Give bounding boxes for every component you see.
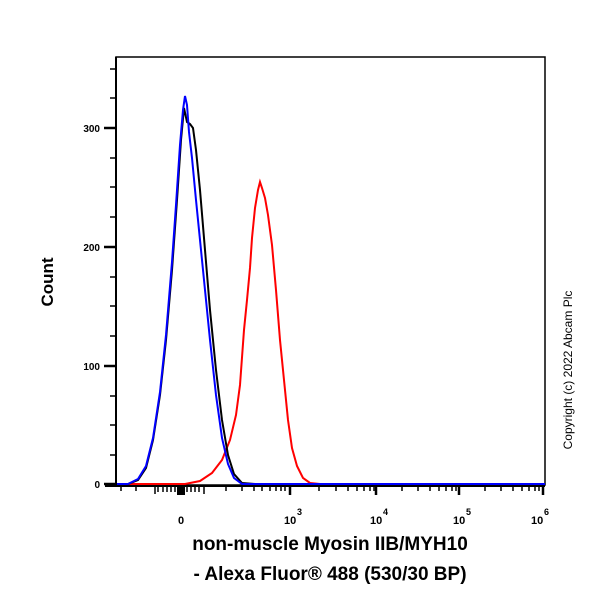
x-axis-label-line2: - Alexa Fluor® 488 (530/30 BP) bbox=[193, 564, 467, 585]
y-tick-labels: 0 100 200 300 bbox=[83, 124, 100, 491]
svg-text:10: 10 bbox=[370, 515, 382, 527]
svg-text:10: 10 bbox=[531, 515, 543, 527]
series-blue-isotype bbox=[117, 95, 545, 485]
x-ticks bbox=[120, 486, 545, 495]
y-ticks bbox=[104, 68, 116, 486]
series-black-unlabelled bbox=[117, 107, 545, 485]
svg-text:10: 10 bbox=[453, 515, 465, 527]
svg-text:0: 0 bbox=[94, 480, 100, 491]
svg-text:6: 6 bbox=[544, 507, 549, 517]
y-axis-label: Count bbox=[38, 257, 57, 307]
copyright-notice: Copyright (c) 2022 Abcam Plc bbox=[561, 290, 575, 450]
plot-frame bbox=[115, 56, 546, 486]
svg-text:10: 10 bbox=[284, 515, 296, 527]
svg-text:3: 3 bbox=[297, 507, 302, 517]
x-axis-label-line1: non-muscle Myosin IIB/MYH10 bbox=[192, 534, 468, 555]
svg-text:5: 5 bbox=[466, 507, 471, 517]
x-tick-labels: 0 10 3 10 4 10 5 10 6 bbox=[178, 507, 549, 527]
svg-text:300: 300 bbox=[83, 124, 100, 135]
svg-text:200: 200 bbox=[83, 243, 100, 254]
series-red-antibody bbox=[117, 178, 545, 485]
svg-text:100: 100 bbox=[83, 362, 100, 373]
svg-text:4: 4 bbox=[383, 507, 388, 517]
svg-text:0: 0 bbox=[178, 515, 184, 527]
